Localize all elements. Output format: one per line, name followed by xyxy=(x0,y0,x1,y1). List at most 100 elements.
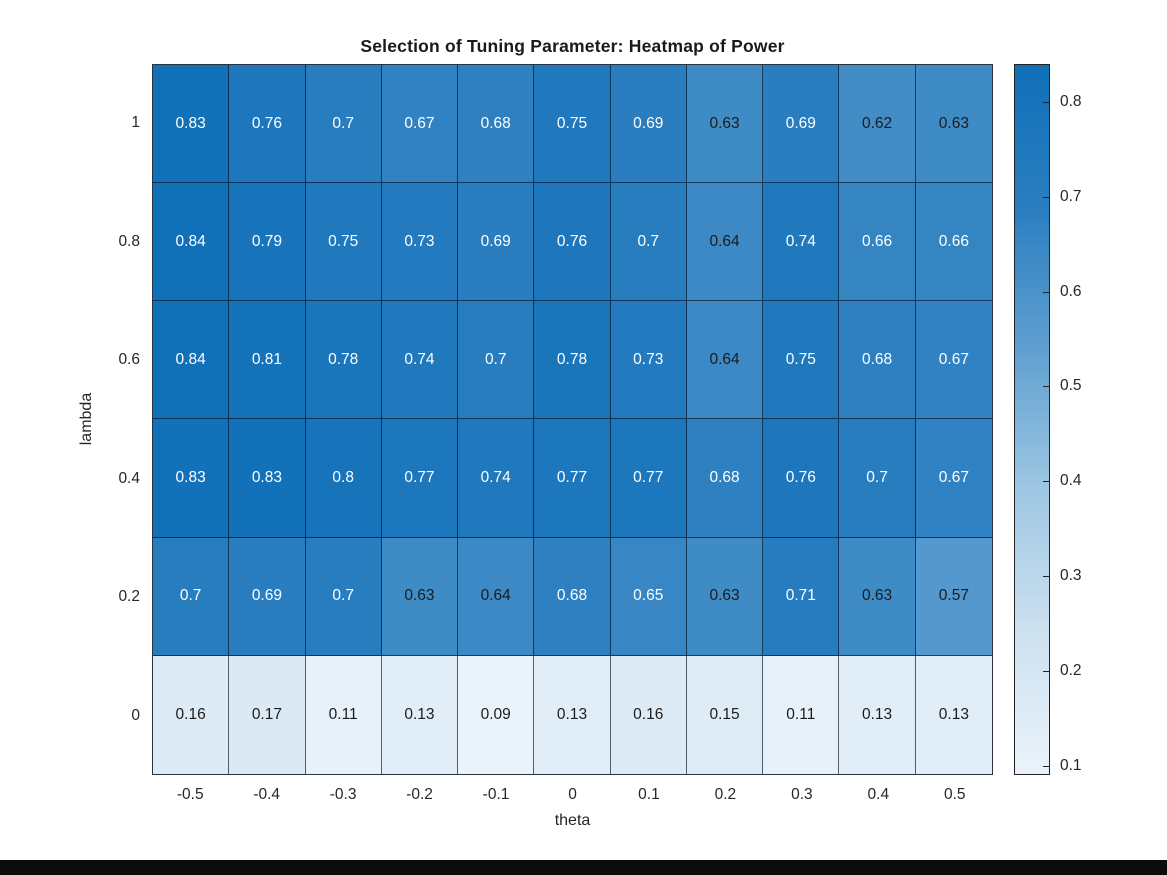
heatmap-cell: 0.77 xyxy=(534,419,611,538)
heatmap-cell: 0.63 xyxy=(381,537,459,656)
heatmap-cell: 0.67 xyxy=(381,65,459,184)
heatmap-cell: 0.66 xyxy=(839,183,916,302)
colorbar-tick-label: 0.7 xyxy=(1060,187,1082,205)
x-tick-label: 0.5 xyxy=(943,786,966,803)
x-tick-label: 0.1 xyxy=(638,786,660,803)
heatmap-cell: 0.63 xyxy=(915,65,992,184)
colorbar-tick-mark xyxy=(1043,291,1050,293)
heatmap-cell: 0.74 xyxy=(763,183,840,302)
y-tick-label: 1 xyxy=(131,114,140,132)
heatmap-cell: 0.16 xyxy=(153,655,230,774)
heatmap-cell: 0.77 xyxy=(610,419,687,538)
y-tick-label: 0 xyxy=(131,706,140,724)
colorbar-tick-label: 0.5 xyxy=(1060,377,1082,395)
heatmap-cell: 0.71 xyxy=(763,537,840,656)
heatmap-cell: 0.7 xyxy=(458,301,535,420)
heatmap-cell: 0.69 xyxy=(229,537,306,656)
y-tick-label: 0.2 xyxy=(118,588,140,606)
heatmap-cell: 0.13 xyxy=(915,655,992,774)
heatmap-cell: 0.13 xyxy=(534,655,611,774)
heatmap-cell: 0.68 xyxy=(839,301,916,420)
y-tick-label: 0.8 xyxy=(118,232,140,250)
heatmap-cell: 0.83 xyxy=(229,419,306,538)
heatmap-cell: 0.84 xyxy=(153,183,230,302)
colorbar-tick-label: 0.6 xyxy=(1060,282,1082,300)
colorbar-tick-label: 0.1 xyxy=(1060,756,1082,774)
heatmap-cell: 0.73 xyxy=(381,183,459,302)
heatmap-cell: 0.75 xyxy=(305,183,382,302)
heatmap-cell: 0.81 xyxy=(229,301,306,420)
heatmap-cell: 0.17 xyxy=(229,655,306,774)
heatmap-cell: 0.57 xyxy=(915,537,992,656)
heatmap-cell: 0.69 xyxy=(610,65,687,184)
heatmap-cell: 0.65 xyxy=(610,537,687,656)
heatmap-cell: 0.69 xyxy=(458,183,535,302)
heatmap-cell: 0.74 xyxy=(381,301,459,420)
x-tick-label: -0.4 xyxy=(253,786,281,803)
colorbar-tick-label: 0.4 xyxy=(1060,472,1082,490)
heatmap-cell: 0.76 xyxy=(534,183,611,302)
heatmap-cell: 0.7 xyxy=(305,537,382,656)
heatmap-cell: 0.68 xyxy=(458,65,535,184)
bottom-window-bar xyxy=(0,860,1167,875)
heatmap-cell: 0.73 xyxy=(610,301,687,420)
colorbar-tick-mark xyxy=(1043,575,1050,577)
heatmap-cell: 0.62 xyxy=(839,65,916,184)
heatmap-cell: 0.67 xyxy=(915,419,992,538)
heatmap-cell: 0.84 xyxy=(153,301,230,420)
colorbar-tick-mark xyxy=(1043,765,1050,767)
y-tick-label: 0.4 xyxy=(118,469,140,487)
x-tick-label: 0.4 xyxy=(867,786,890,803)
heatmap-cell: 0.64 xyxy=(686,301,764,420)
heatmap-cell: 0.13 xyxy=(839,655,916,774)
x-tick-label: -0.5 xyxy=(176,786,204,803)
colorbar-tick-label: 0.8 xyxy=(1060,92,1082,110)
heatmap-cell: 0.68 xyxy=(534,537,611,656)
heatmap-cell: 0.77 xyxy=(381,419,459,538)
heatmap-cell: 0.64 xyxy=(458,537,535,656)
x-tick-label: -0.3 xyxy=(329,786,357,803)
colorbar-tick-mark xyxy=(1043,670,1050,672)
heatmap-cell: 0.09 xyxy=(458,655,535,774)
heatmap-cell: 0.66 xyxy=(915,183,992,302)
heatmap-cell: 0.74 xyxy=(458,419,535,538)
colorbar-tick-label: 0.3 xyxy=(1060,566,1082,584)
heatmap-cell: 0.16 xyxy=(610,655,687,774)
heatmap-cell: 0.11 xyxy=(305,655,382,774)
heatmap-cell: 0.64 xyxy=(686,183,764,302)
heatmap-cell: 0.76 xyxy=(229,65,306,184)
heatmap-cell: 0.63 xyxy=(686,537,764,656)
heatmap-cell: 0.63 xyxy=(839,537,916,656)
heatmap-cell: 0.75 xyxy=(763,301,840,420)
y-axis-title: lambda xyxy=(78,392,95,446)
heatmap-cell: 0.11 xyxy=(763,655,840,774)
colorbar-tick-mark xyxy=(1043,386,1050,388)
chart-title: Selection of Tuning Parameter: Heatmap o… xyxy=(360,36,785,56)
x-tick-label: 0.2 xyxy=(714,786,737,803)
heatmap-grid: 0.83 0.76 0.7 0.67 0.68 0.75 0.69 0.63 0.69 0.62 0… xyxy=(152,64,993,775)
colorbar-tick-mark xyxy=(1043,196,1050,198)
heatmap-cell: 0.63 xyxy=(686,65,764,184)
heatmap-cell: 0.76 xyxy=(763,419,840,538)
heatmap-cell: 0.67 xyxy=(915,301,992,420)
heatmap-cell: 0.75 xyxy=(534,65,611,184)
heatmap-cell: 0.78 xyxy=(534,301,611,420)
heatmap-cell: 0.79 xyxy=(229,183,306,302)
heatmap-cell: 0.7 xyxy=(153,537,230,656)
colorbar-tick-mark xyxy=(1043,481,1050,483)
x-tick-label: 0 xyxy=(568,786,577,803)
x-tick-label: -0.2 xyxy=(406,786,433,803)
heatmap-cell: 0.78 xyxy=(305,301,382,420)
colorbar xyxy=(1014,64,1050,775)
x-tick-label: -0.1 xyxy=(482,786,510,803)
colorbar-tick-mark xyxy=(1043,101,1050,103)
heatmap-cell: 0.7 xyxy=(839,419,916,538)
heatmap-cell: 0.13 xyxy=(381,655,459,774)
heatmap-cell: 0.15 xyxy=(686,655,764,774)
x-tick-label: 0.3 xyxy=(791,786,813,803)
heatmap-cell: 0.68 xyxy=(686,419,764,538)
heatmap-cell: 0.7 xyxy=(610,183,687,302)
heatmap-cell: 0.8 xyxy=(305,419,382,538)
colorbar-tick-label: 0.2 xyxy=(1060,661,1082,679)
